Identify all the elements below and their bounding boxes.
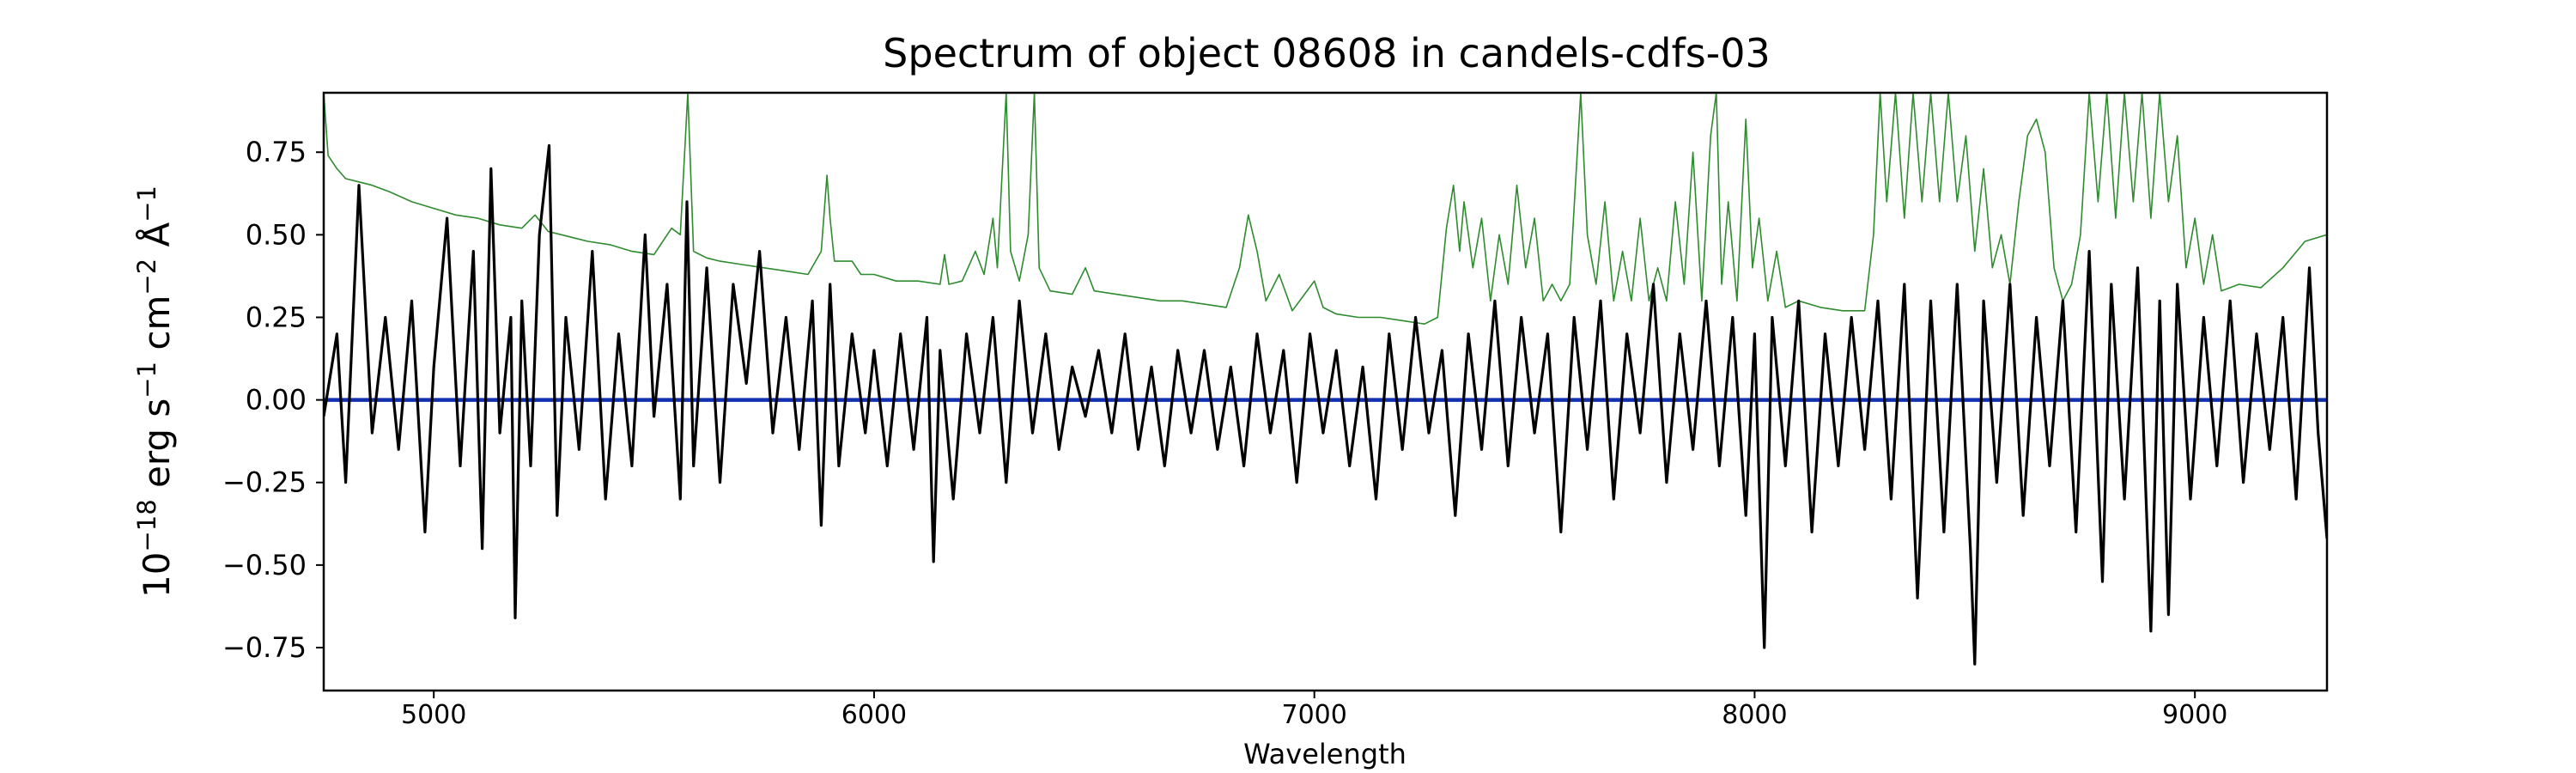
y-axis-label: 10−18 erg s−1 cm−2 Å−1	[132, 186, 178, 598]
x-axis: 5000 6000 7000 8000 9000	[401, 691, 2227, 730]
y-tick-label: −0.50	[222, 549, 307, 581]
x-tick-label: 7000	[1282, 700, 1347, 730]
y-tick-label: 0.75	[246, 136, 307, 168]
x-tick-label: 8000	[1722, 700, 1787, 730]
plot-frame	[322, 91, 2329, 692]
series-flux-line	[324, 143, 2327, 666]
x-axis-label: Wavelength	[1243, 738, 1406, 770]
y-tick-label: −0.25	[222, 466, 307, 499]
y-tick-label: 0.25	[246, 301, 307, 333]
y-tick-label: 0.00	[246, 384, 307, 417]
y-tick-label: −0.75	[222, 631, 307, 664]
y-tick-label: 0.50	[246, 218, 307, 251]
y-axis: −0.75 −0.50 −0.25 0.00 0.25 0.50 0.75	[222, 136, 324, 664]
x-tick-label: 6000	[841, 700, 907, 730]
series-noise-line	[324, 93, 2327, 325]
x-tick-label: 9000	[2162, 700, 2227, 730]
x-tick-label: 5000	[401, 700, 466, 730]
series-layer	[324, 93, 2327, 666]
chart-title: Spectrum of object 08608 in candels-cdfs…	[883, 30, 1771, 76]
